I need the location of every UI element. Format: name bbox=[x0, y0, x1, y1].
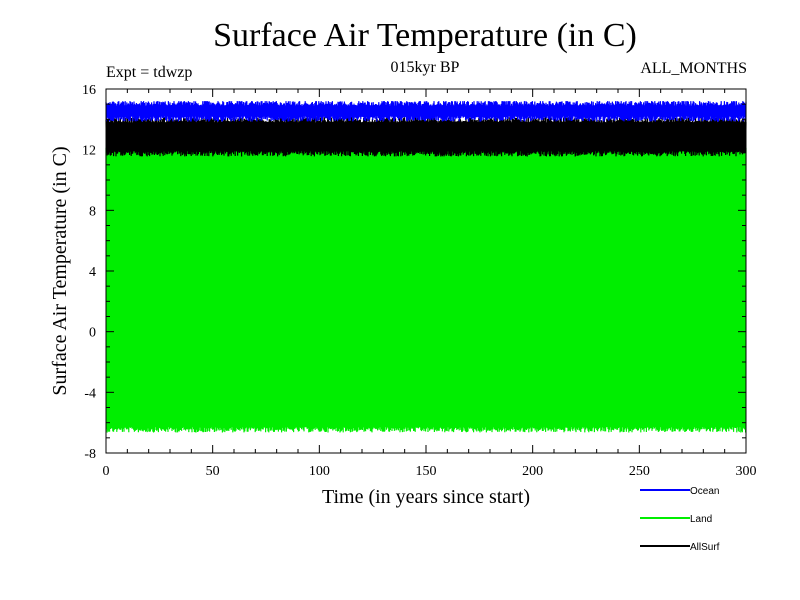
series-line-allsurf bbox=[105, 117, 747, 157]
y-axis-label: Surface Air Temperature (in C) bbox=[49, 146, 71, 395]
series-line-land bbox=[105, 145, 747, 433]
legend: Ocean Land AllSurf bbox=[640, 486, 720, 553]
period-label: 015kyr BP bbox=[391, 59, 460, 76]
series-allsurf bbox=[105, 117, 747, 157]
y-tick-label: 16 bbox=[82, 83, 96, 98]
legend-label-ocean: Ocean bbox=[690, 486, 719, 497]
series-layer bbox=[105, 101, 747, 433]
series-line-ocean bbox=[105, 101, 747, 122]
series-land bbox=[105, 145, 747, 433]
y-tick-label: 4 bbox=[89, 265, 96, 280]
x-axis-label: Time (in years since start) bbox=[322, 486, 530, 508]
x-tick-label: 250 bbox=[629, 464, 650, 479]
x-tick-label: 100 bbox=[309, 464, 330, 479]
x-tick-label: 150 bbox=[416, 464, 437, 479]
chart-title: Surface Air Temperature (in C) bbox=[213, 17, 637, 54]
months-label: ALL_MONTHS bbox=[640, 60, 747, 77]
x-tick-label: 0 bbox=[103, 464, 110, 479]
x-tick-label: 50 bbox=[206, 464, 220, 479]
series-ocean bbox=[105, 101, 747, 122]
y-tick-label: 8 bbox=[89, 204, 96, 219]
experiment-label: Expt = tdwzp bbox=[106, 64, 192, 81]
y-tick-label: 0 bbox=[89, 326, 96, 341]
legend-label-allsurf: AllSurf bbox=[690, 542, 720, 553]
y-tick-label: -4 bbox=[84, 386, 96, 401]
y-tick-label: -8 bbox=[84, 447, 96, 462]
y-tick-label: 12 bbox=[82, 144, 96, 159]
x-tick-label: 200 bbox=[522, 464, 543, 479]
x-tick-label: 300 bbox=[736, 464, 757, 479]
legend-label-land: Land bbox=[690, 514, 712, 525]
tick-layer: 0 50 100 150 200 250 300 -8 -4 0 4 8 12 16 bbox=[82, 83, 757, 479]
